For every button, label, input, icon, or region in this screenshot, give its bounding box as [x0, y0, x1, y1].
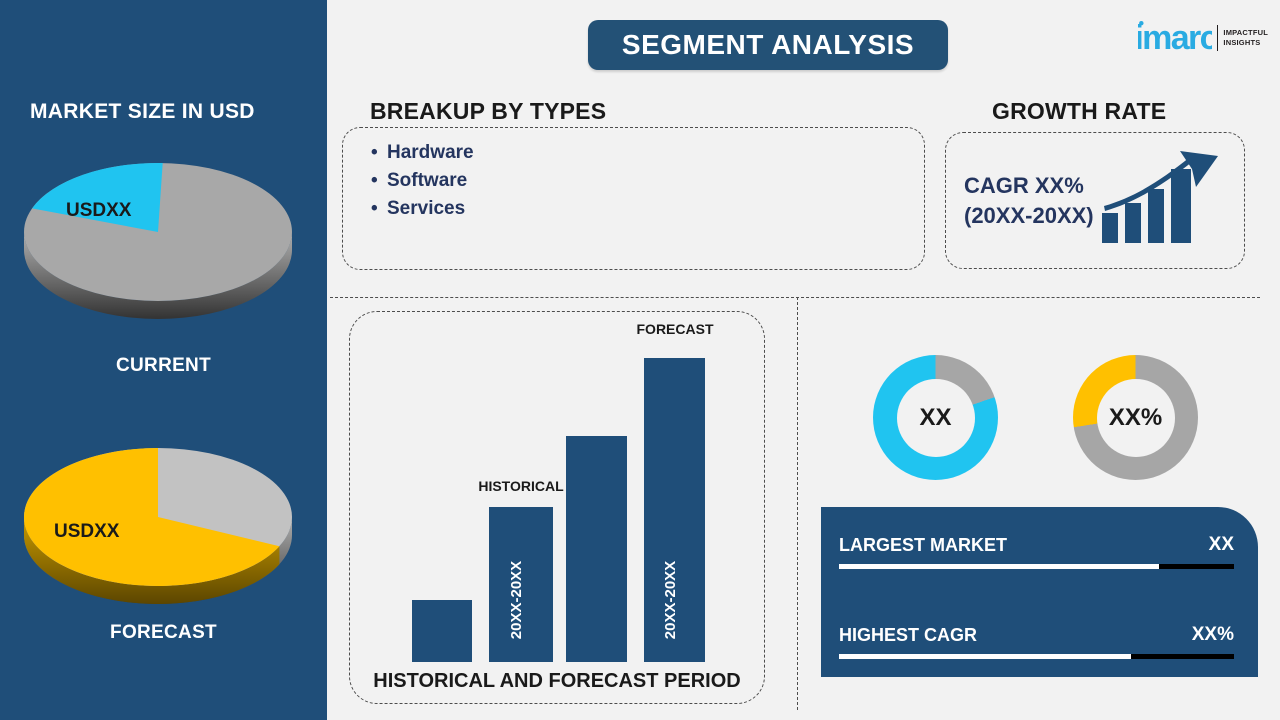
- svg-text:20XX-20XX: 20XX-20XX: [662, 561, 679, 639]
- svg-text:HISTORICAL: HISTORICAL: [478, 478, 564, 494]
- svg-text:20XX-20XX: 20XX-20XX: [508, 561, 525, 639]
- svg-text:FORECAST: FORECAST: [637, 321, 714, 337]
